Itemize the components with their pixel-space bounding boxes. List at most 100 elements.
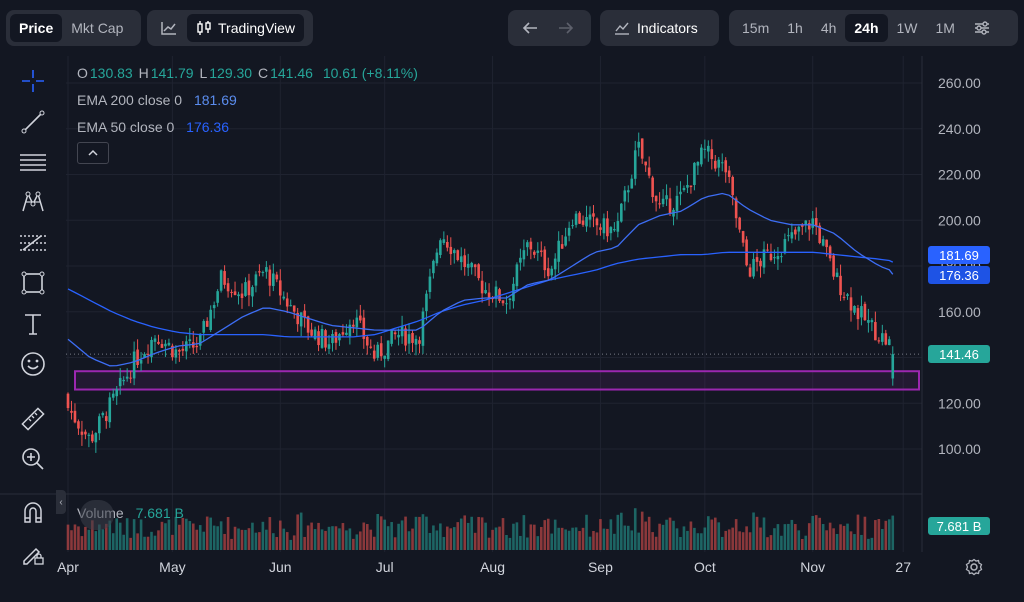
candle-body: [372, 350, 376, 359]
tab-price[interactable]: Price: [10, 14, 63, 42]
price-tick-label: 120.00: [938, 395, 981, 411]
volume-bar: [167, 519, 171, 550]
price-tick-label: 220.00: [938, 167, 981, 183]
candle-body: [237, 294, 240, 297]
candle-body: [407, 334, 411, 344]
rectangle-tool[interactable]: [17, 267, 49, 299]
volume-bar: [592, 530, 595, 550]
pattern-icon: [22, 191, 44, 212]
candle-body: [613, 229, 616, 231]
text-tool[interactable]: [17, 308, 49, 340]
candle-body: [216, 291, 219, 303]
candle-body: [386, 340, 390, 360]
chart-settings-button[interactable]: [964, 14, 1000, 42]
volume-bar: [421, 514, 425, 550]
volume-bar: [160, 521, 164, 550]
volume-bar: [306, 525, 310, 550]
support-zone-rectangle[interactable]: [74, 370, 920, 391]
horizontal-lines-tool[interactable]: [17, 146, 49, 178]
volume-bar: [724, 530, 728, 550]
candle-body: [860, 306, 863, 318]
candle-body: [258, 271, 261, 273]
volume-bar: [313, 529, 317, 550]
volume-bar: [884, 520, 888, 550]
volume-bar: [425, 516, 428, 550]
arrow-left-icon: [522, 22, 537, 34]
candle-body: [324, 330, 327, 348]
candle-body: [526, 242, 529, 248]
line-chart-button[interactable]: [151, 14, 187, 42]
volume-bar: [258, 532, 261, 550]
emoji-tool[interactable]: [17, 348, 49, 380]
tradingview-chart-button[interactable]: TradingView: [187, 14, 305, 42]
trend-line-tool[interactable]: [17, 106, 49, 138]
candle-body: [198, 333, 202, 346]
interval-15m[interactable]: 15m: [742, 20, 770, 36]
candle-body: [887, 339, 891, 346]
time-axis: Apr May Jun Jul Aug Sep Oct Nov 27: [57, 559, 911, 575]
interval-1h[interactable]: 1h: [787, 20, 803, 36]
volume-bar: [668, 517, 672, 550]
ema-200-legend[interactable]: EMA 200 close 0 181.69: [77, 92, 239, 108]
interval-1m[interactable]: 1M: [935, 20, 955, 36]
volume-bar: [881, 529, 884, 550]
volume-bar: [98, 524, 101, 550]
toolbar-collapse-handle[interactable]: ‹: [56, 490, 66, 514]
volume-bar: [334, 526, 338, 550]
volume-bar: [550, 533, 554, 550]
interval-24h[interactable]: 24h: [845, 14, 888, 42]
interval-4h[interactable]: 4h: [820, 20, 837, 36]
fib-retracement-tool[interactable]: [17, 227, 49, 259]
candle-body: [588, 214, 592, 220]
measure-tool[interactable]: [17, 403, 49, 435]
drawing-toolbar: [0, 56, 66, 602]
candle-body: [247, 280, 251, 296]
volume-bar: [376, 513, 380, 550]
redo-button[interactable]: [548, 14, 584, 42]
lock-drawings-tool[interactable]: [17, 538, 49, 570]
candle-body: [181, 348, 185, 351]
volume-bar: [867, 538, 870, 550]
tab-mkt-cap[interactable]: Mkt Cap: [71, 20, 124, 36]
candle-body: [355, 317, 359, 328]
candle-body: [202, 321, 206, 333]
volume-bar: [647, 516, 651, 550]
candle-body: [91, 434, 94, 442]
trend-line-icon: [21, 110, 45, 134]
candle-body: [251, 287, 254, 297]
pattern-tool[interactable]: [17, 186, 49, 218]
volume-bar: [637, 532, 641, 550]
candle-body: [623, 190, 627, 202]
ema-200-value: 181.69: [193, 92, 237, 108]
volume-bar: [209, 517, 212, 550]
volume-bar: [320, 529, 324, 550]
indicators-button[interactable]: Indicators: [604, 14, 707, 42]
rectangle-icon: [21, 271, 45, 295]
volume-bar: [473, 532, 477, 550]
ema-50-legend[interactable]: EMA 50 close 0 176.36: [77, 119, 231, 135]
zoom-tool[interactable]: [17, 443, 49, 475]
volume-bar: [442, 536, 446, 550]
candle-body: [508, 298, 512, 301]
candle-body: [160, 344, 164, 348]
candle-body: [439, 240, 442, 255]
interval-1w[interactable]: 1W: [896, 20, 918, 36]
candle-body: [602, 218, 606, 234]
collapse-legend-button[interactable]: [77, 142, 109, 164]
volume-bar: [745, 526, 748, 550]
volume-bar: [386, 526, 390, 550]
ohlc-legend: O 130.83 H 141.79 L 129.30 C 141.46 10.61 (+…: [77, 65, 420, 81]
candle-body: [171, 345, 174, 358]
volume-bar: [278, 520, 282, 550]
magnet-tool[interactable]: [17, 497, 49, 529]
volume-bar: [101, 529, 105, 550]
crosshair-tool[interactable]: [17, 65, 49, 97]
undo-button[interactable]: [512, 14, 548, 42]
settings-gear-button[interactable]: [962, 555, 986, 579]
indicators-label: Indicators: [637, 20, 698, 36]
volume-bar: [874, 520, 877, 550]
volume-bar: [136, 533, 139, 550]
volume-bar: [178, 524, 181, 550]
candle-body: [359, 315, 362, 321]
